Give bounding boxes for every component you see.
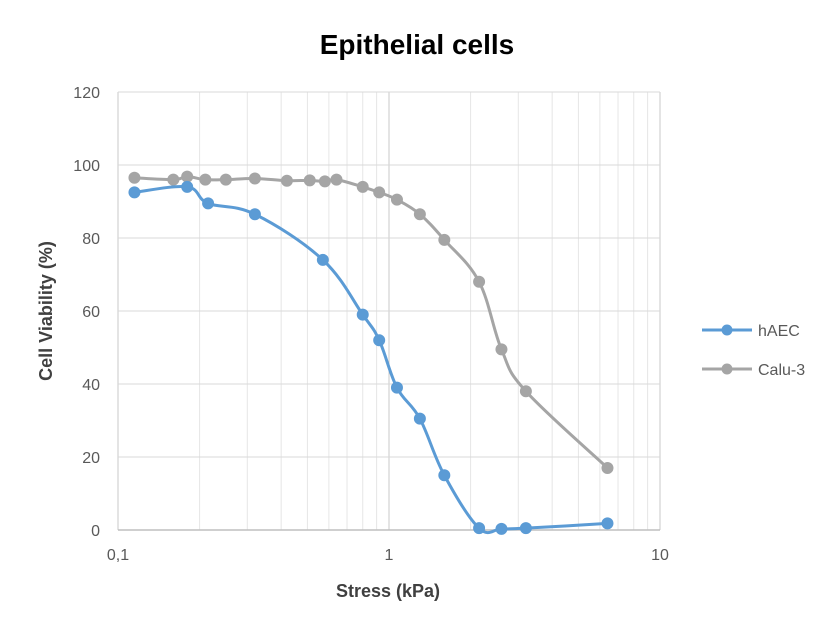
series-layer bbox=[128, 170, 614, 535]
data-point-haec bbox=[128, 186, 141, 199]
data-point-haec bbox=[438, 469, 451, 482]
y-tick-label: 40 bbox=[82, 377, 100, 394]
data-point-haec bbox=[181, 180, 194, 193]
chart-title: Epithelial cells bbox=[320, 29, 515, 60]
data-point-calu-3 bbox=[303, 174, 316, 187]
data-point-calu-3 bbox=[413, 208, 426, 221]
y-axis-title: Cell Viability (%) bbox=[36, 241, 56, 381]
data-point-calu-3 bbox=[438, 233, 451, 246]
data-point-calu-3 bbox=[356, 180, 369, 193]
data-point-haec bbox=[248, 208, 261, 221]
data-point-haec bbox=[390, 381, 403, 394]
data-point-calu-3 bbox=[473, 275, 486, 288]
data-point-haec bbox=[202, 197, 215, 210]
x-axis-title: Stress (kPa) bbox=[336, 581, 440, 601]
legend-marker-haec bbox=[721, 324, 733, 336]
legend-item-haec: hAEC bbox=[702, 323, 800, 340]
data-point-calu-3 bbox=[390, 193, 403, 206]
legend-item-calu-3: Calu-3 bbox=[702, 362, 805, 379]
y-tick-label: 60 bbox=[82, 304, 100, 321]
x-tick-label: 0,1 bbox=[107, 547, 129, 564]
data-point-haec bbox=[495, 522, 508, 535]
data-point-calu-3 bbox=[495, 343, 508, 356]
data-point-haec bbox=[519, 522, 532, 535]
gridlines bbox=[117, 91, 661, 531]
legend: hAEC Calu-3 bbox=[702, 323, 805, 379]
data-point-haec bbox=[356, 308, 369, 321]
y-tick-label: 120 bbox=[73, 85, 100, 102]
data-point-calu-3 bbox=[519, 385, 532, 398]
data-point-calu-3 bbox=[199, 173, 212, 186]
data-point-calu-3 bbox=[128, 171, 141, 184]
data-point-haec bbox=[413, 412, 426, 425]
data-point-calu-3 bbox=[167, 173, 180, 186]
data-point-haec bbox=[373, 334, 386, 347]
y-tick-label: 0 bbox=[91, 523, 100, 540]
legend-label-calu-3: Calu-3 bbox=[758, 362, 805, 379]
legend-marker-calu-3 bbox=[721, 363, 733, 375]
data-point-calu-3 bbox=[373, 186, 386, 199]
data-point-calu-3 bbox=[248, 172, 261, 185]
y-tick-label: 100 bbox=[73, 158, 100, 175]
y-tick-label: 80 bbox=[82, 231, 100, 248]
data-point-calu-3 bbox=[601, 461, 614, 474]
y-tick-label: 20 bbox=[82, 450, 100, 467]
data-point-calu-3 bbox=[219, 173, 232, 186]
data-point-calu-3 bbox=[330, 173, 343, 186]
x-tick-label: 10 bbox=[651, 547, 669, 564]
data-point-haec bbox=[601, 517, 614, 530]
data-point-calu-3 bbox=[280, 174, 293, 187]
series-calu-3 bbox=[128, 170, 614, 474]
legend-label-haec: hAEC bbox=[758, 323, 800, 340]
data-point-haec bbox=[316, 253, 329, 266]
data-point-calu-3 bbox=[181, 170, 194, 183]
data-point-calu-3 bbox=[318, 175, 331, 188]
series-haec bbox=[128, 180, 614, 535]
x-tick-label: 1 bbox=[385, 547, 394, 564]
data-point-haec bbox=[473, 522, 486, 535]
